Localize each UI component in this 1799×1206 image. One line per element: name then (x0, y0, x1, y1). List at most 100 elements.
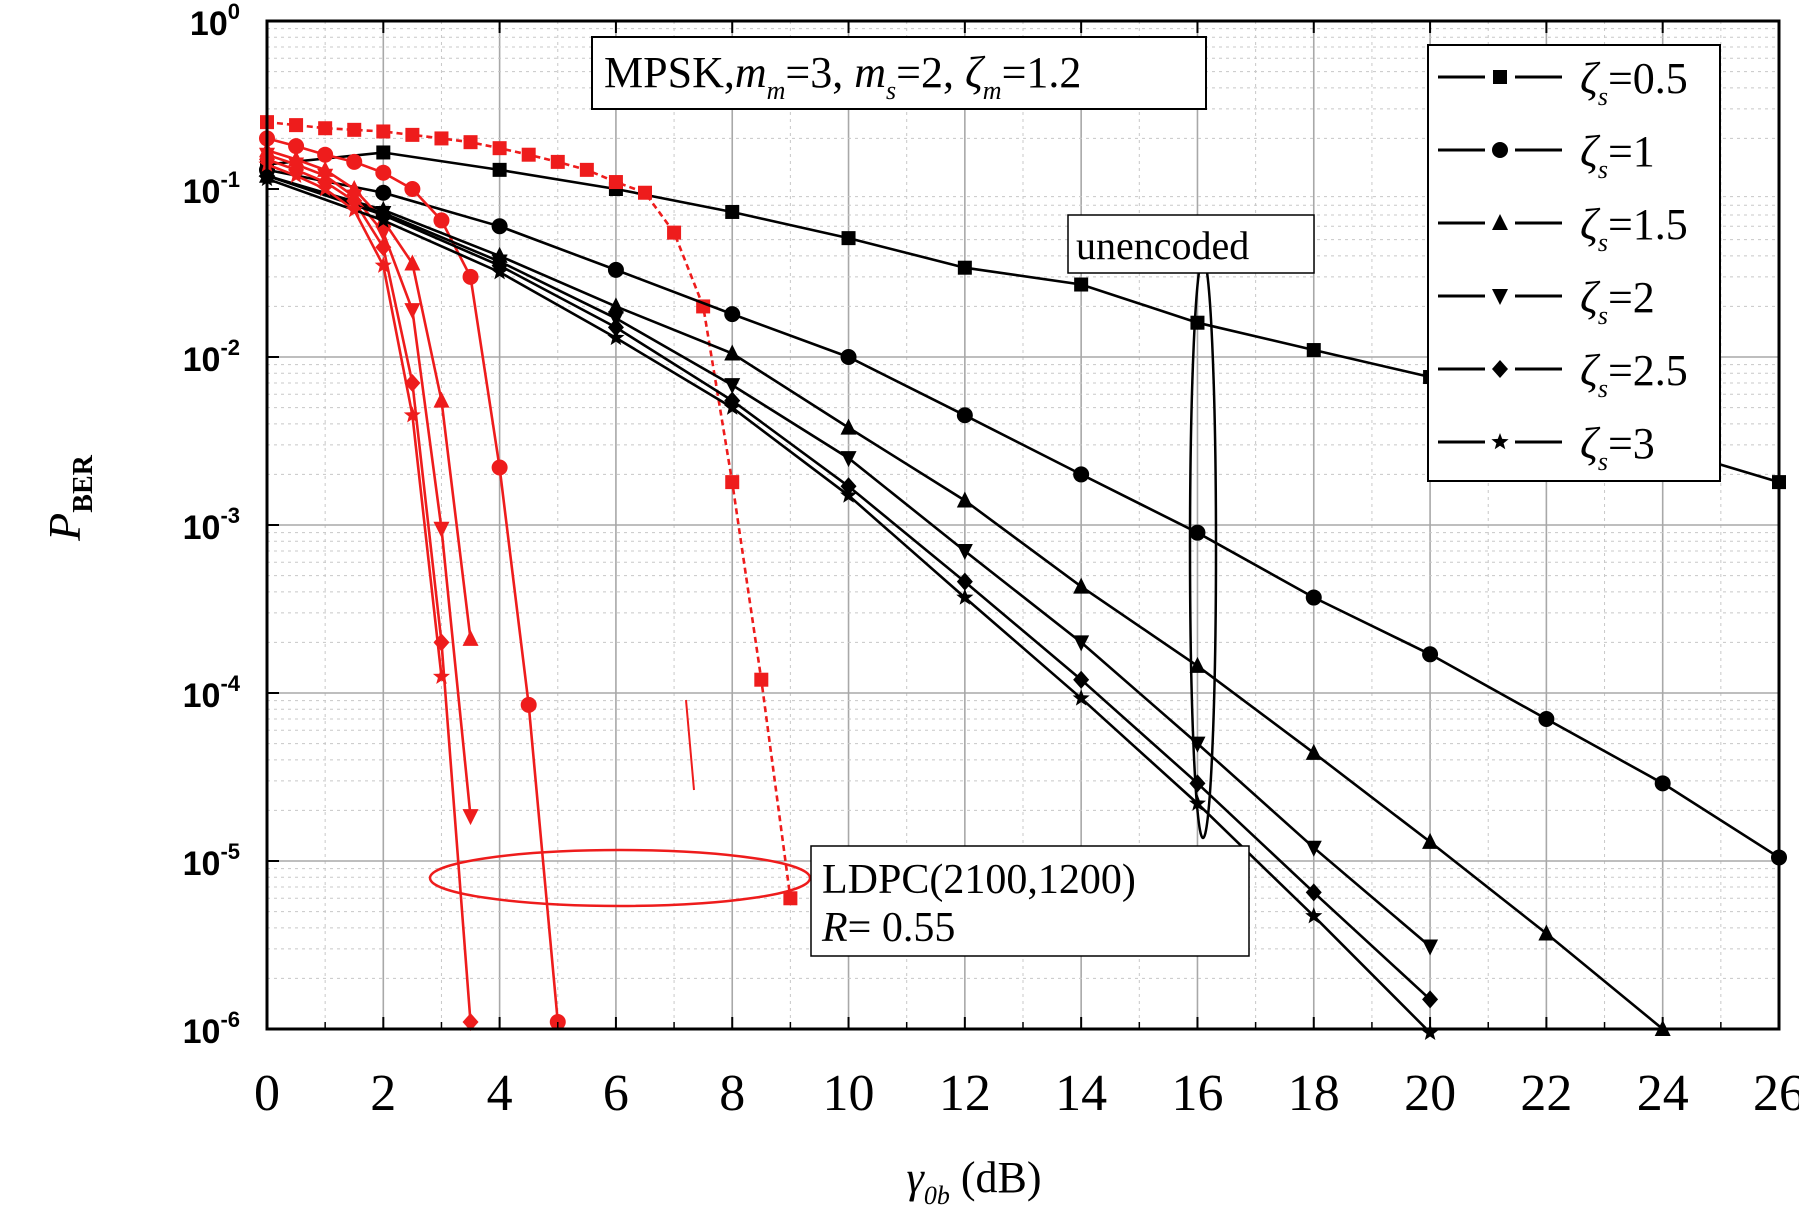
series-5-ldpc-point (345, 201, 363, 218)
ldpc-label-line2: R= 0.55 (821, 905, 955, 951)
series-1-ldpc-line (266, 137, 560, 1023)
series-1-ldpc-point (462, 268, 479, 285)
series-4-unencoded-point (1422, 990, 1439, 1009)
series-5-ldpc-point (374, 256, 392, 273)
series-2-unencoded-point (1538, 924, 1555, 941)
series-1-unencoded-point (956, 407, 973, 424)
unencoded-label: unencoded (1076, 223, 1249, 268)
x-tick-label: 6 (603, 1065, 629, 1122)
series-2-unencoded-point (1189, 656, 1206, 673)
series-5-ldpc-point (316, 180, 334, 197)
series-0-ldpc-point (463, 135, 478, 150)
series-0-unencoded-point (725, 204, 740, 219)
series-0-unencoded-point (1074, 277, 1089, 292)
series-0-ldpc (260, 115, 798, 906)
ldpc-stray-mark (685, 699, 695, 791)
series-5-ldpc-point (287, 166, 305, 183)
legend-marker (1492, 289, 1508, 305)
series-5-ldpc (258, 155, 450, 684)
legend-label: ζs=3 (1580, 419, 1655, 476)
series-1-ldpc-point (433, 212, 450, 229)
series-1-unencoded-point (1538, 711, 1555, 728)
y-tick-label: 10-3 (183, 503, 240, 547)
series-0-ldpc-point (638, 185, 652, 200)
series-1-unencoded-point (1189, 524, 1206, 541)
series-1-unencoded-point (840, 349, 857, 365)
series-3-unencoded-point (1422, 939, 1439, 956)
unencoded-label-box: unencoded (1067, 214, 1315, 274)
series-4-ldpc-point (346, 191, 363, 210)
series-0-ldpc-point (434, 131, 449, 146)
series-5-unencoded-point (374, 211, 392, 228)
x-tick-label: 26 (1753, 1065, 1799, 1122)
series-4-ldpc-point (404, 374, 421, 393)
y-tick-label: 10-5 (183, 839, 240, 883)
series-2-ldpc-point (404, 254, 421, 271)
annotations (428, 256, 1218, 908)
param-box-text: MPSK,mm=3, ms=2, ζm=1.2 (604, 48, 1081, 105)
series-1-unencoded-point (491, 218, 508, 235)
series-1-unencoded-point (1654, 775, 1671, 792)
series-1-ldpc-point (288, 138, 305, 155)
series-2-unencoded-point (840, 418, 857, 435)
series-5-unencoded-point (840, 486, 858, 503)
series-0-ldpc-point (725, 475, 740, 490)
series-5-ldpc-point (403, 406, 421, 423)
legend-marker (1492, 360, 1508, 378)
series-3-ldpc-point (404, 303, 421, 320)
x-tick-label: 8 (719, 1065, 745, 1122)
series-2-ldpc-point (462, 629, 479, 646)
legend-label: ζs=2 (1580, 273, 1655, 330)
x-tick-label: 4 (487, 1065, 513, 1122)
legend-marker (1493, 70, 1507, 84)
series-4-unencoded-point (1305, 883, 1322, 902)
series-1-ldpc-point (317, 146, 334, 163)
ldpc-ellipse (428, 848, 812, 908)
y-tick-label: 10-4 (183, 671, 241, 715)
x-tick-label: 0 (254, 1065, 280, 1122)
series-lines (258, 115, 1787, 1040)
series-1-unencoded-point (1305, 589, 1322, 606)
x-tick-label: 24 (1637, 1065, 1689, 1122)
series-2-unencoded-point (1422, 832, 1439, 849)
series-4-unencoded-point (607, 318, 624, 337)
series-0-unencoded-point (492, 162, 507, 177)
y-tick-label: 100 (190, 0, 240, 43)
series-0-unencoded-point (957, 260, 972, 275)
x-tick-label: 14 (1055, 1065, 1107, 1122)
y-tick-label: 10-6 (183, 1007, 240, 1051)
series-3-unencoded-point (1305, 840, 1322, 857)
param-box: MPSK,mm=3, ms=2, ζm=1.2 (591, 36, 1207, 110)
unencoded-ellipse (1188, 256, 1218, 840)
series-0-unencoded-point (1306, 343, 1321, 358)
axis-ticks: 0 2 4 6 8 10 12 14 16 18 20 22 24 2610010-110-210-310… (183, 0, 1799, 1122)
legend-label: ζs=1 (1580, 127, 1655, 184)
series-2-unencoded-point (724, 344, 741, 361)
legend-label: ζs=2.5 (1580, 346, 1688, 403)
series-4-ldpc (259, 150, 479, 1032)
legend: ζs=0.5 ζs=1 ζs=1.5 ζs=2 ζs=2.5 ζs=3 (1427, 44, 1721, 482)
x-tick-label: 10 (823, 1065, 875, 1122)
legend-marker (1492, 214, 1508, 230)
series-4-unencoded-point (1073, 670, 1090, 689)
x-tick-label: 12 (939, 1065, 991, 1122)
x-axis-title: γ0b (dB) (907, 1153, 1042, 1206)
legend-marker (1492, 142, 1508, 158)
series-4-ldpc-line (266, 158, 472, 1023)
x-tick-label: 22 (1520, 1065, 1572, 1122)
series-0-ldpc-point (608, 175, 623, 190)
series-3-unencoded-point (840, 451, 857, 468)
series-0-ldpc-point (754, 672, 769, 687)
series-4-unencoded-point (956, 572, 973, 591)
series-5-unencoded-point (491, 263, 509, 280)
legend-label: ζs=1.5 (1580, 200, 1688, 257)
x-tick-label: 16 (1171, 1065, 1223, 1122)
series-5-unencoded-point (607, 328, 625, 346)
series-2-unencoded-point (1305, 743, 1322, 760)
series-2-unencoded-point (956, 491, 973, 508)
series-3-ldpc-point (462, 809, 479, 826)
series-5-ldpc-point (432, 667, 450, 684)
series-1-ldpc-point (491, 459, 508, 476)
series-0-ldpc-point (550, 154, 565, 169)
